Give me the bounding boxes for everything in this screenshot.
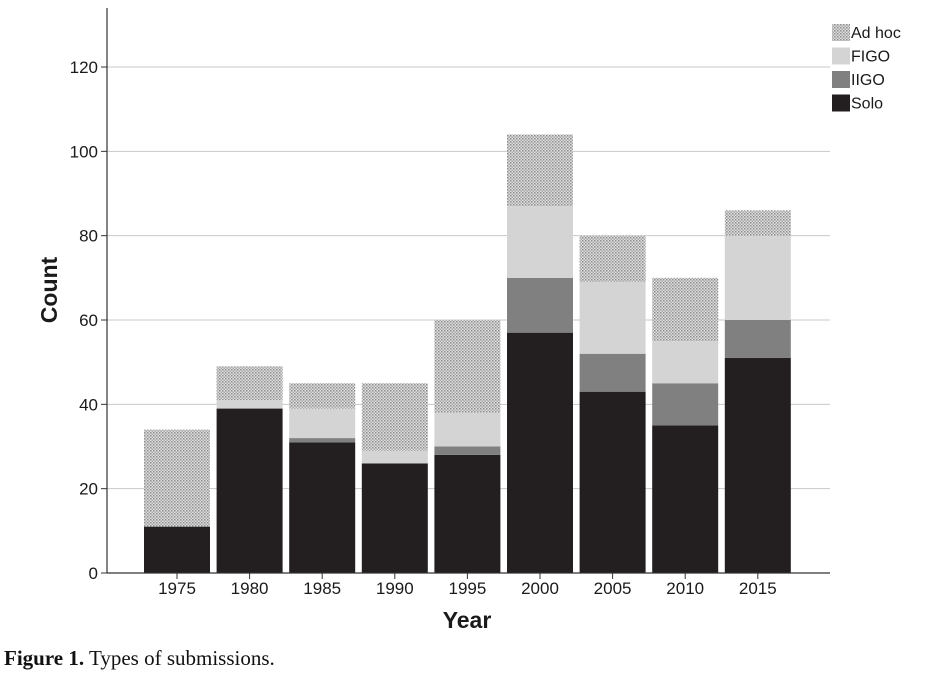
legend-label-iigo: IIGO	[851, 72, 885, 89]
bar-2010-solo	[652, 425, 719, 573]
y-axis-title: Count	[36, 256, 62, 323]
bar-2015-figo	[724, 235, 791, 321]
bar-1980-figo	[216, 400, 283, 409]
bar-2005-figo	[579, 282, 646, 354]
legend-label-ad-hoc: Ad hoc	[851, 25, 901, 42]
bar-2010-iigo	[652, 383, 719, 426]
bar-2015-solo	[724, 357, 791, 573]
legend-label-solo: Solo	[851, 96, 883, 113]
bar-1990-ad-hoc	[361, 383, 428, 451]
y-tick-label-100: 100	[70, 142, 98, 161]
y-tick-label-60: 60	[79, 311, 98, 330]
figure-caption-label: Figure 1.	[4, 646, 85, 670]
y-tick-label-40: 40	[79, 395, 98, 414]
bar-2015-ad-hoc	[724, 210, 791, 236]
figure-caption-text: Types of submissions.	[84, 646, 275, 670]
x-tick-label-1985: 1985	[303, 579, 341, 598]
bar-1980-solo	[216, 408, 283, 573]
legend: Ad hoc FIGO IIGO Solo	[832, 24, 901, 113]
legend-swatch-iigo	[832, 71, 850, 88]
x-tick-label-2015: 2015	[739, 579, 777, 598]
bar-1990-solo	[361, 463, 428, 573]
y-tick-label-80: 80	[79, 227, 98, 246]
legend-swatch-figo	[832, 47, 850, 65]
bar-2005-iigo	[579, 353, 646, 392]
x-tick-label-2000: 2000	[521, 579, 559, 598]
x-tick-label-1995: 1995	[448, 579, 486, 598]
axes: 0 20 40 60 80 100 120 1975 1980 1985 1990 1995 2000 2…	[70, 8, 830, 598]
figure-caption: Figure 1. Types of submissions.	[4, 646, 275, 671]
bar-2010-figo	[652, 341, 719, 384]
bar-1995-iigo	[434, 446, 501, 455]
x-tick-label-1990: 1990	[376, 579, 414, 598]
y-tick-label-20: 20	[79, 480, 98, 499]
stacked-bar-chart: 0 20 40 60 80 100 120 1975 1980 1985 1990 1995 2000 2…	[36, 8, 901, 633]
bars	[144, 134, 791, 573]
bar-1995-ad-hoc	[434, 320, 501, 413]
bar-2005-solo	[579, 391, 646, 573]
x-tick-label-1980: 1980	[231, 579, 269, 598]
bar-1985-solo	[289, 442, 356, 573]
bar-1995-figo	[434, 412, 501, 447]
bar-1980-ad-hoc	[216, 366, 283, 401]
legend-swatch-ad-hoc	[832, 24, 850, 41]
bar-1985-figo	[289, 408, 356, 439]
x-tick-label-1975: 1975	[158, 579, 196, 598]
bar-2010-ad-hoc	[652, 277, 719, 342]
bar-1975-ad-hoc	[144, 429, 210, 527]
y-tick-label-0: 0	[89, 564, 98, 583]
bar-2005-ad-hoc	[579, 235, 646, 283]
x-tick-label-2010: 2010	[666, 579, 704, 598]
y-tick-label-120: 120	[70, 58, 98, 77]
bar-1990-figo	[361, 450, 428, 464]
bar-1995-solo	[434, 454, 501, 573]
legend-swatch-solo	[832, 94, 850, 112]
bar-1985-iigo	[289, 438, 356, 443]
legend-label-figo: FIGO	[851, 49, 890, 66]
bar-2000-ad-hoc	[507, 134, 573, 207]
bar-1985-ad-hoc	[289, 383, 356, 409]
bar-2000-solo	[507, 332, 573, 573]
bar-2000-figo	[507, 206, 573, 278]
x-axis-title: Year	[443, 607, 492, 633]
bar-2000-iigo	[507, 277, 573, 333]
bar-1975-solo	[144, 526, 210, 573]
x-tick-label-2005: 2005	[594, 579, 632, 598]
bar-2015-iigo	[724, 320, 791, 358]
